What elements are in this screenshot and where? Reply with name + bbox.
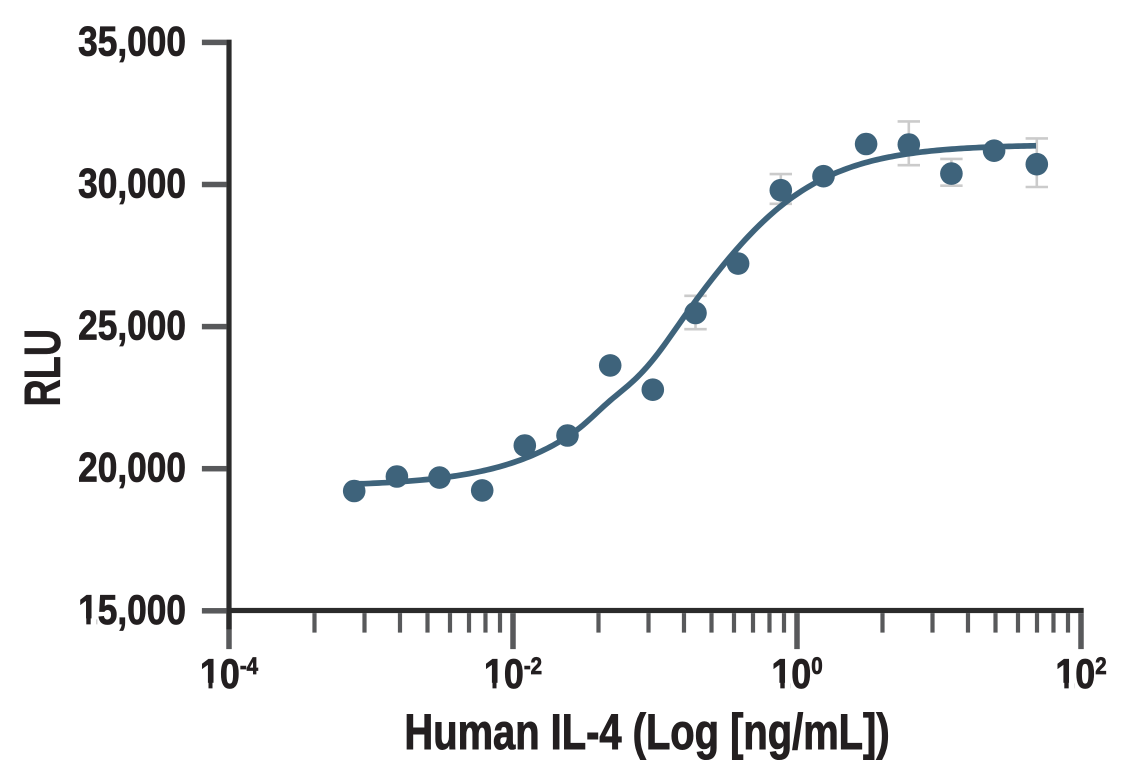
svg-text:RLU: RLU [13, 329, 71, 407]
svg-text:100: 100 [771, 651, 822, 697]
svg-text:30,000: 30,000 [78, 161, 186, 208]
svg-text:Human IL-4 (Log [ng/mL]): Human IL-4 (Log [ng/mL]) [404, 704, 889, 760]
svg-text:35,000: 35,000 [78, 19, 186, 66]
svg-text:10-4: 10-4 [200, 651, 259, 697]
svg-text:25,000: 25,000 [78, 303, 186, 350]
svg-text:102: 102 [1055, 651, 1106, 697]
svg-text:20,000: 20,000 [78, 445, 186, 492]
svg-text:10-2: 10-2 [484, 651, 542, 697]
svg-text:15,000: 15,000 [78, 587, 186, 634]
